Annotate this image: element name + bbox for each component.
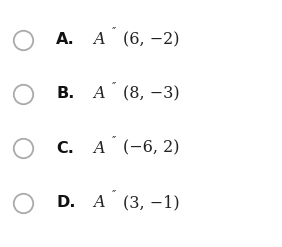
Text: D.: D. xyxy=(56,195,76,210)
Text: ″: ″ xyxy=(111,27,116,37)
Text: C.: C. xyxy=(56,141,74,156)
Text: A.: A. xyxy=(56,32,75,47)
Text: ″: ″ xyxy=(111,82,116,91)
Text: A: A xyxy=(93,85,105,102)
Text: ″: ″ xyxy=(111,190,116,200)
Text: (6, −2): (6, −2) xyxy=(123,31,179,48)
Text: (8, −3): (8, −3) xyxy=(123,85,179,102)
Text: B.: B. xyxy=(56,86,75,101)
Text: (3, −1): (3, −1) xyxy=(123,194,179,211)
Text: ″: ″ xyxy=(111,136,116,146)
Text: A: A xyxy=(93,194,105,211)
Text: A: A xyxy=(93,31,105,48)
Text: A: A xyxy=(93,140,105,157)
Text: (−6, 2): (−6, 2) xyxy=(123,140,179,157)
